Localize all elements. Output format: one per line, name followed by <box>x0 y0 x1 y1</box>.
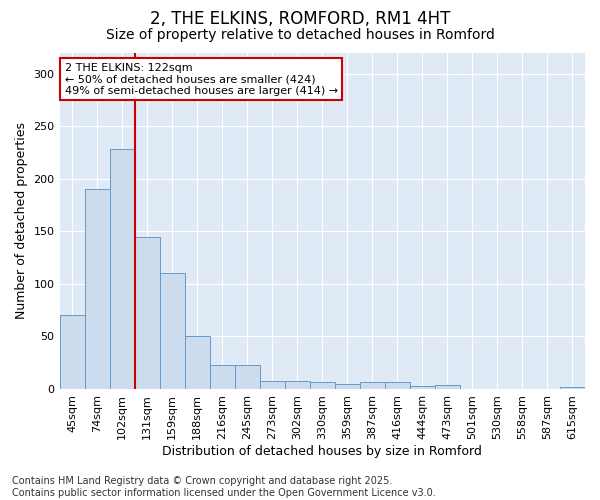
X-axis label: Distribution of detached houses by size in Romford: Distribution of detached houses by size … <box>163 444 482 458</box>
Bar <box>85 189 110 389</box>
Y-axis label: Number of detached properties: Number of detached properties <box>15 122 28 319</box>
Bar <box>410 386 435 389</box>
Bar <box>385 382 410 389</box>
Bar <box>560 387 585 389</box>
Bar <box>110 149 134 389</box>
Text: 2 THE ELKINS: 122sqm
← 50% of detached houses are smaller (424)
49% of semi-deta: 2 THE ELKINS: 122sqm ← 50% of detached h… <box>65 62 338 96</box>
Bar <box>310 382 335 389</box>
Bar <box>360 382 385 389</box>
Bar <box>260 380 285 389</box>
Bar <box>209 365 235 389</box>
Bar <box>160 274 185 389</box>
Bar <box>335 384 360 389</box>
Bar <box>134 236 160 389</box>
Bar <box>185 336 209 389</box>
Text: Size of property relative to detached houses in Romford: Size of property relative to detached ho… <box>106 28 494 42</box>
Bar <box>435 385 460 389</box>
Bar <box>59 316 85 389</box>
Bar <box>285 380 310 389</box>
Text: Contains HM Land Registry data © Crown copyright and database right 2025.
Contai: Contains HM Land Registry data © Crown c… <box>12 476 436 498</box>
Text: 2, THE ELKINS, ROMFORD, RM1 4HT: 2, THE ELKINS, ROMFORD, RM1 4HT <box>150 10 450 28</box>
Bar <box>235 365 260 389</box>
